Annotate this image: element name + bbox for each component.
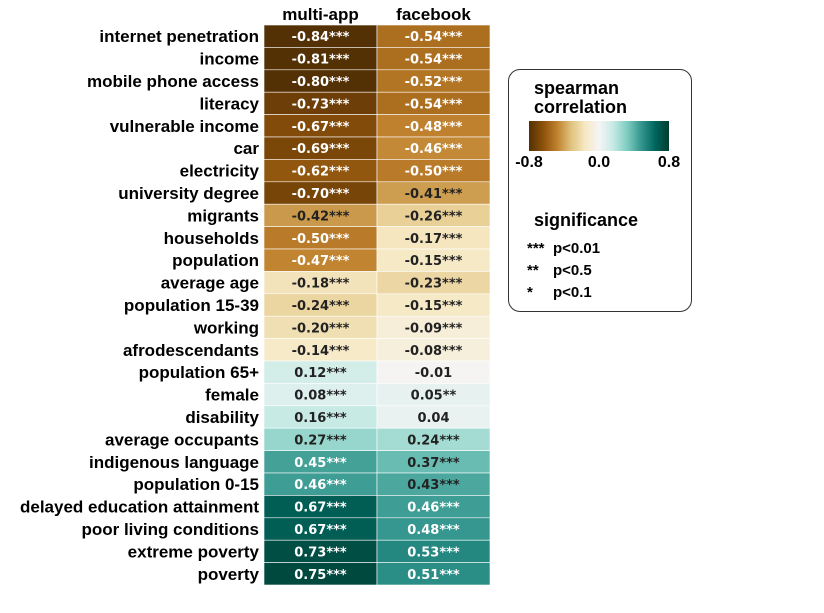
row-label: households (164, 229, 259, 248)
cell-value: 0.27*** (294, 433, 347, 448)
cell-value: 0.53*** (407, 545, 460, 560)
legend-title-line2: correlation (534, 97, 628, 117)
significance-row: * p<0.1 (527, 284, 592, 301)
row-label: electricity (180, 162, 260, 181)
cell-value: -0.62*** (292, 165, 350, 180)
cell-value: -0.47*** (292, 254, 350, 269)
cell-value: -0.46*** (405, 142, 463, 157)
colorbar-gradient (529, 121, 669, 151)
cell-value: -0.20*** (292, 321, 350, 336)
row-label: afrodescendants (123, 341, 259, 360)
cell-value: -0.15*** (405, 254, 463, 269)
row-label: car (233, 139, 259, 158)
cell-value: -0.67*** (292, 120, 350, 135)
row-label: poor living conditions (81, 520, 259, 539)
row-label: population 15-39 (124, 296, 259, 315)
cell-value: -0.09*** (405, 321, 463, 336)
cell-value: -0.01 (415, 366, 452, 381)
row-label: vulnerable income (110, 117, 259, 136)
cell-value: 0.45*** (294, 456, 347, 471)
row-label: average age (161, 274, 259, 293)
significance-label: p<0.1 (553, 284, 592, 301)
cell-value: -0.41*** (405, 187, 463, 202)
heatmap-cell (376, 562, 491, 586)
cell-value: -0.50*** (405, 165, 463, 180)
cell-value: 0.51*** (407, 568, 460, 583)
row-label: population 0-15 (133, 475, 259, 494)
row-label: poverty (198, 565, 260, 584)
column-label: multi-app (282, 5, 359, 24)
cell-value: -0.81*** (292, 53, 350, 68)
significance-label: p<0.5 (553, 262, 592, 279)
cell-value: 0.46*** (294, 478, 347, 493)
cell-value: 0.67*** (294, 523, 347, 538)
significance-title: significance (534, 210, 639, 230)
cell-value: -0.54*** (405, 97, 463, 112)
cell-value: -0.26*** (405, 209, 463, 224)
significance-stars: *** (527, 240, 545, 257)
cell-value: -0.18*** (292, 277, 350, 292)
heatmap-chart: multi-app facebook internet penetration -0.… (20, 5, 491, 586)
row-label: university degree (118, 184, 259, 203)
cell-value: -0.17*** (405, 232, 463, 247)
cell-value: -0.24*** (292, 299, 350, 314)
cell-value: -0.54*** (405, 30, 463, 45)
cell-value: -0.14*** (292, 344, 350, 359)
row-label: migrants (187, 206, 259, 225)
colorbar-tick-max: 0.8 (657, 154, 681, 171)
legend-title-line1: spearman (534, 78, 620, 98)
cell-value: -0.50*** (292, 232, 350, 247)
row-label: average occupants (105, 430, 259, 449)
cell-value: -0.15*** (405, 299, 463, 314)
column-label: facebook (396, 5, 471, 24)
significance-row: ** p<0.5 (527, 262, 592, 279)
cell-value: 0.16*** (294, 411, 347, 426)
significance-label: p<0.01 (553, 240, 601, 257)
cell-value: -0.54*** (405, 53, 463, 68)
colorbar (529, 121, 669, 151)
significance-stars: * (527, 284, 533, 301)
row-label: working (193, 318, 259, 337)
cell-value: -0.48*** (405, 120, 463, 135)
cell-value: 0.43*** (407, 478, 460, 493)
row-label: internet penetration (99, 27, 259, 46)
row-label: literacy (199, 94, 259, 113)
cell-value: 0.48*** (407, 523, 460, 538)
cell-value: 0.75*** (294, 568, 347, 583)
cell-value: 0.04 (417, 411, 449, 426)
cell-value: -0.42*** (292, 209, 350, 224)
cell-value: -0.70*** (292, 187, 350, 202)
colorbar-tick-min: -0.8 (515, 154, 543, 171)
row-label: delayed education attainment (20, 498, 259, 517)
cell-value: -0.69*** (292, 142, 350, 157)
cell-value: 0.67*** (294, 501, 347, 516)
row-label: disability (185, 408, 259, 427)
row-label: female (205, 386, 259, 405)
legend: spearman correlation -0.8 0.0 0.8 signif… (508, 69, 692, 312)
significance-stars: ** (527, 262, 539, 279)
row-label: population (172, 251, 259, 270)
cell-value: -0.08*** (405, 344, 463, 359)
cell-value: 0.46*** (407, 501, 460, 516)
cell-value: -0.23*** (405, 277, 463, 292)
row-label: indigenous language (89, 453, 259, 472)
cell-value: -0.84*** (292, 30, 350, 45)
row-label: extreme poverty (128, 542, 260, 561)
row-label: income (199, 50, 259, 69)
cell-value: 0.24*** (407, 433, 460, 448)
cell-value: 0.37*** (407, 456, 460, 471)
cell-value: -0.52*** (405, 75, 463, 90)
cell-value: -0.73*** (292, 97, 350, 112)
row-label: mobile phone access (87, 72, 259, 91)
cell-value: 0.05** (411, 389, 457, 404)
significance-row: *** p<0.01 (527, 240, 600, 257)
row-label: population 65+ (139, 363, 260, 382)
cell-value: 0.08*** (294, 389, 347, 404)
cell-value: 0.73*** (294, 545, 347, 560)
cell-value: -0.80*** (292, 75, 350, 90)
colorbar-tick-mid: 0.0 (587, 154, 611, 171)
cell-value: 0.12*** (294, 366, 347, 381)
